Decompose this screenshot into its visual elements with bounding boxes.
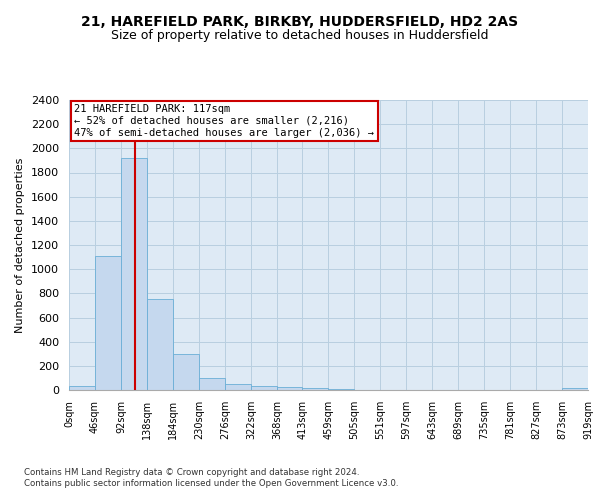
Bar [147, 300, 173, 390]
Text: 21, HAREFIELD PARK, BIRKBY, HUDDERSFIELD, HD2 2AS: 21, HAREFIELD PARK, BIRKBY, HUDDERSFIELD… [82, 16, 518, 30]
Text: 21 HAREFIELD PARK: 117sqm
← 52% of detached houses are smaller (2,216)
47% of se: 21 HAREFIELD PARK: 117sqm ← 52% of detac… [74, 104, 374, 138]
Y-axis label: Number of detached properties: Number of detached properties [16, 158, 25, 332]
Bar [173, 354, 199, 390]
Bar [199, 378, 224, 390]
Bar [121, 158, 146, 390]
Text: Contains public sector information licensed under the Open Government Licence v3: Contains public sector information licen… [24, 480, 398, 488]
Bar [277, 387, 302, 390]
Bar [225, 384, 251, 390]
Bar [251, 386, 277, 390]
Bar [69, 386, 95, 390]
Bar [562, 388, 588, 390]
Bar [302, 388, 328, 390]
Text: Contains HM Land Registry data © Crown copyright and database right 2024.: Contains HM Land Registry data © Crown c… [24, 468, 359, 477]
Text: Size of property relative to detached houses in Huddersfield: Size of property relative to detached ho… [111, 30, 489, 43]
Bar [95, 256, 121, 390]
